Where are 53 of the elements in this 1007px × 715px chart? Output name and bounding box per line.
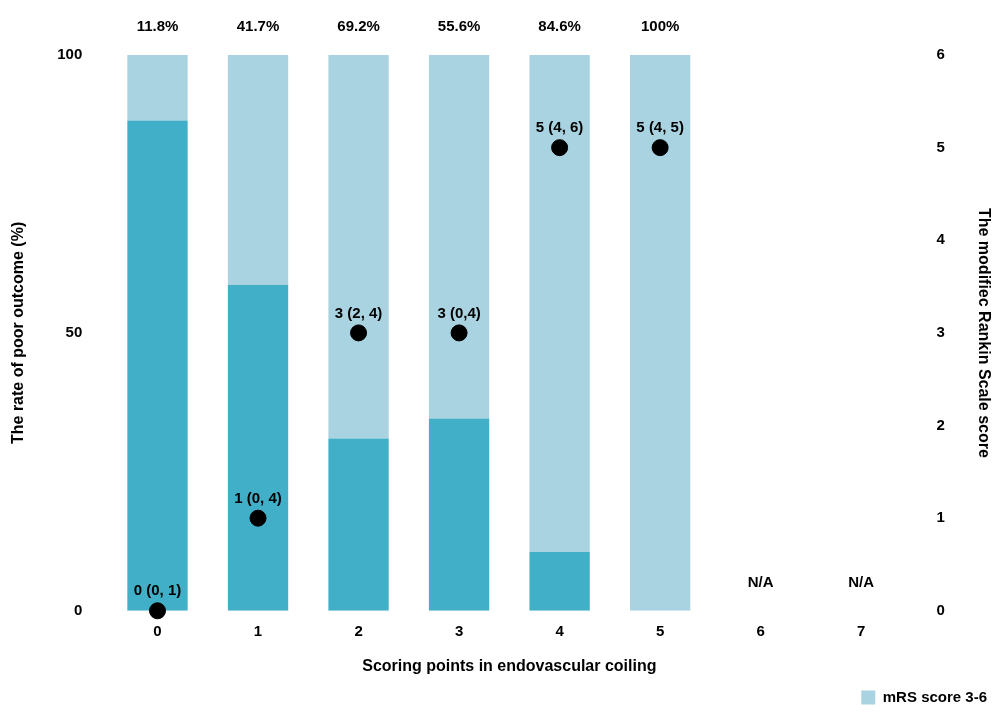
- point: [249, 509, 267, 527]
- annotation: N/A: [747, 572, 774, 590]
- y2-tick-label: 4: [936, 230, 946, 248]
- text: 84.6%: [538, 17, 581, 35]
- y2-axis-title: The modifiec Rankin Scale score: [975, 207, 993, 458]
- y-tick-label: 50: [65, 323, 83, 341]
- text: 69.2%: [337, 17, 380, 35]
- data-label: 0 (0, 1): [133, 581, 182, 599]
- x-tick-label: 2: [354, 621, 363, 639]
- data-label: 5 (4, 5): [636, 118, 684, 136]
- text: 55.6%: [437, 17, 481, 35]
- x-tick-label: 4: [555, 621, 565, 639]
- bar: [328, 55, 389, 439]
- y2-tick-label: 1: [936, 508, 945, 526]
- x-tick-label: 3: [454, 621, 464, 639]
- legend-label: mRS score 3-6: [882, 687, 987, 705]
- bar: [529, 55, 590, 552]
- text: 11.8%: [136, 17, 179, 35]
- data-label: 1 (0, 4): [234, 488, 282, 506]
- bar: [629, 55, 691, 611]
- y-axis-title: The rate of poor outcome (%): [9, 221, 27, 445]
- point: [350, 324, 368, 342]
- y-tick-label: 100: [57, 45, 83, 63]
- bar: [227, 285, 289, 611]
- point: [651, 139, 669, 157]
- x-tick-label: 5: [655, 621, 665, 639]
- data-label: 5 (4, 6): [535, 118, 584, 136]
- x-tick-label: 1: [253, 621, 263, 639]
- bar: [127, 120, 188, 611]
- bar: [328, 438, 389, 611]
- x-tick-label: 6: [756, 621, 765, 639]
- x-tick-label: 7: [857, 621, 866, 639]
- y2-tick-label: 5: [936, 137, 945, 155]
- point: [148, 602, 166, 620]
- y-tick-label: 0: [73, 600, 83, 618]
- text: 100%: [640, 17, 680, 35]
- bar: [227, 55, 289, 286]
- y2-tick-label: 6: [936, 45, 945, 63]
- point: [450, 324, 468, 342]
- bar: [127, 55, 188, 121]
- data-label: 3 (0,4): [437, 303, 481, 321]
- bar: [428, 418, 490, 611]
- bar: [529, 551, 590, 611]
- point: [551, 139, 569, 157]
- text: 41.7%: [236, 17, 280, 35]
- bar: [428, 55, 490, 419]
- y2-tick-label: 0: [936, 600, 945, 618]
- annotation: N/A: [848, 572, 875, 590]
- y2-tick-label: 3: [936, 323, 945, 341]
- data-label: 3 (2, 4): [334, 303, 383, 321]
- x-axis-title: Scoring points in endovascular coiling: [362, 656, 657, 674]
- y2-tick-label: 2: [936, 415, 945, 433]
- x-tick-label: 0: [153, 621, 162, 639]
